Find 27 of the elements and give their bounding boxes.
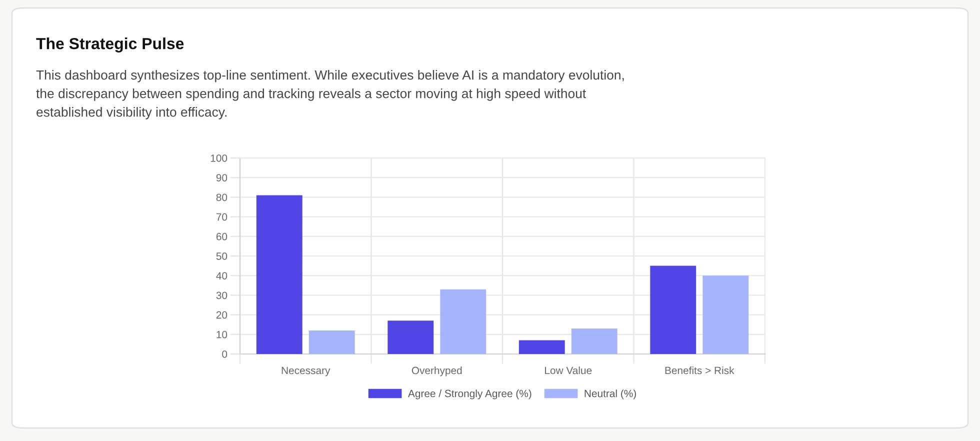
x-tick-label: Necessary xyxy=(282,366,330,376)
bar xyxy=(650,266,696,354)
bar xyxy=(440,289,486,354)
y-tick-label: 20 xyxy=(216,311,228,319)
y-tick-label: 0 xyxy=(222,350,228,358)
legend-label: Agree / Strongly Agree (%) xyxy=(408,390,532,400)
y-tick-label: 80 xyxy=(216,194,228,202)
x-tick-label: Low Value xyxy=(545,366,592,374)
x-tick-label: Overhyped xyxy=(412,366,462,376)
bar xyxy=(571,328,618,354)
y-tick-label: 30 xyxy=(216,292,228,300)
bar xyxy=(518,340,565,354)
bar xyxy=(256,195,302,354)
y-tick-label: 100 xyxy=(210,154,228,162)
y-tick-label: 50 xyxy=(216,252,228,260)
bar xyxy=(702,276,749,354)
y-tick-label: 10 xyxy=(216,330,228,338)
bar xyxy=(308,330,355,354)
y-tick-label: 70 xyxy=(216,213,228,221)
y-tick-label: 90 xyxy=(216,174,228,182)
legend-label: Neutral (%) xyxy=(584,390,636,400)
bar xyxy=(388,320,434,354)
y-tick-label: 40 xyxy=(216,272,228,280)
text: The Strategic Pulse xyxy=(36,38,184,52)
y-tick-label: 60 xyxy=(216,232,228,240)
chart-subtitle: This dashboard synthesizes top-line sentiment. While executives believe AI is a mandatory evolution, the discrepancy between spending and tracking reveals a sector moving at high speed without established visibility into efficacy. xyxy=(36,70,624,120)
x-tick-label: Benefits > Risk xyxy=(665,366,734,374)
